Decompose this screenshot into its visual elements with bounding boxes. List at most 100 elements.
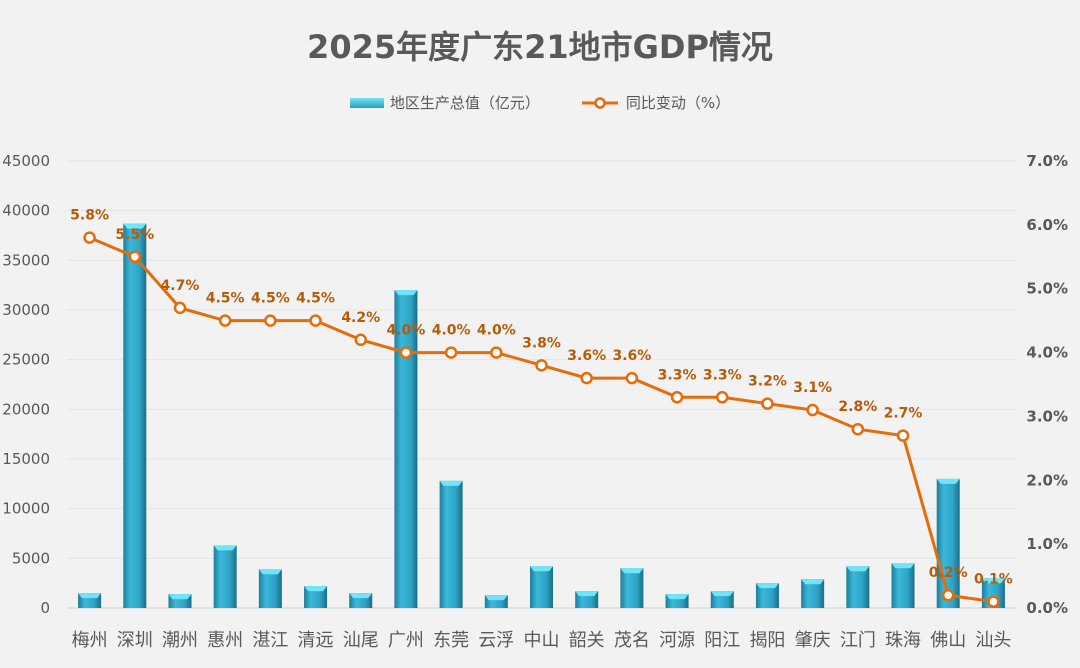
bar [620, 568, 644, 608]
bar-top [349, 593, 373, 599]
bar-top [439, 480, 463, 486]
x-tick-label: 深圳 [117, 630, 153, 651]
bar-top [665, 594, 689, 600]
y-left-tick-label: 40000 [2, 202, 50, 220]
growth-point [851, 422, 865, 436]
legend-label-gdp: 地区生产总值（亿元） [389, 94, 540, 112]
y-right-tick-label: 5.0% [1026, 280, 1068, 298]
growth-point [128, 250, 142, 264]
x-tick-label: 惠州 [207, 630, 243, 651]
bar-top [213, 545, 237, 551]
y-left-tick-label: 20000 [2, 400, 50, 418]
growth-point [761, 397, 774, 410]
data-label: 3.3% [703, 367, 742, 383]
bar-top [891, 563, 915, 569]
bar-top [394, 290, 418, 296]
growth-point [173, 301, 187, 315]
bar-top [620, 568, 644, 574]
x-tick-label: 珠海 [885, 630, 921, 651]
bar [801, 579, 825, 608]
y-left-tick-label: 25000 [2, 351, 50, 369]
growth-point [490, 346, 503, 359]
x-tick-label: 茂名 [614, 630, 650, 651]
y-right-tick-label: 2.0% [1026, 471, 1068, 489]
bar [213, 545, 237, 608]
growth-point [444, 346, 458, 359]
y-left-tick-label: 0 [40, 599, 50, 617]
y-right-tick-label: 6.0% [1026, 216, 1068, 234]
data-label: 4.0% [387, 323, 426, 339]
data-label: 4.5% [296, 291, 335, 307]
legend-item-growth: 同比变动（%） [580, 92, 730, 113]
growth-point [941, 588, 955, 602]
data-label: 0.2% [929, 565, 968, 581]
data-label: 4.2% [341, 310, 380, 326]
bar [123, 223, 147, 608]
growth-point [309, 314, 322, 327]
y-left-tick-label: 35000 [2, 251, 50, 269]
legend-line-swatch [581, 96, 618, 109]
y-right-tick-label: 3.0% [1026, 407, 1068, 425]
legend-bar-swatch [349, 97, 384, 108]
bar-top [484, 595, 508, 601]
legend-item-gdp: 地区生产总值（亿元） [349, 92, 540, 113]
bar-top [530, 566, 553, 572]
bar-top [981, 578, 1005, 584]
x-tick-label: 中山 [524, 630, 560, 651]
bar [258, 569, 282, 608]
data-label: 5.8% [70, 208, 109, 224]
growth-point [670, 391, 684, 404]
bar [304, 586, 328, 608]
x-tick-label: 湛江 [252, 630, 288, 651]
bar-top [258, 569, 282, 575]
y-right-tick-label: 0.0% [1026, 599, 1068, 617]
chart-title: 2025年度广东21地市GDP情况 [307, 28, 773, 66]
x-tick-label: 佛山 [930, 630, 966, 651]
data-label: 4.0% [477, 323, 516, 339]
growth-point [716, 391, 729, 404]
legend: 地区生产总值（亿元） 同比变动（%） [0, 92, 1080, 113]
growth-point [83, 231, 96, 244]
data-label: 4.7% [161, 278, 200, 294]
x-tick-label: 韶关 [569, 630, 605, 651]
x-tick-label: 潮州 [162, 630, 198, 651]
bar-top [755, 583, 779, 589]
y-right-tick-label: 4.0% [1026, 344, 1068, 362]
x-tick-label: 揭阳 [749, 630, 785, 651]
x-tick-label: 广州 [388, 630, 424, 651]
data-label: 3.3% [658, 367, 697, 383]
data-label: 2.8% [838, 399, 877, 415]
x-tick-label: 江门 [840, 630, 876, 651]
y-left-tick-label: 5000 [12, 549, 50, 567]
y-left-tick-label: 45000 [2, 152, 50, 170]
x-tick-label: 汕尾 [343, 630, 379, 651]
bar-top [123, 223, 147, 229]
x-tick-label: 梅州 [72, 630, 108, 651]
data-label: 5.5% [115, 227, 154, 243]
growth-point [399, 346, 413, 359]
y-left-tick-label: 10000 [2, 500, 50, 518]
data-label: 0.1% [974, 572, 1013, 588]
data-label: 2.7% [884, 406, 923, 422]
bar [891, 563, 915, 608]
legend-label-growth: 同比变动（%） [625, 94, 731, 112]
growth-point [987, 595, 1000, 608]
bar [755, 583, 779, 608]
bar-top [710, 591, 734, 597]
data-label: 3.8% [522, 335, 561, 351]
growth-point [264, 314, 277, 327]
y-right-tick-label: 7.0% [1026, 152, 1068, 170]
data-label: 4.5% [206, 291, 245, 307]
bar-top [304, 586, 328, 592]
bar [936, 478, 960, 608]
x-tick-label: 云浮 [478, 630, 514, 651]
data-label: 3.1% [793, 380, 832, 396]
bar [394, 290, 418, 608]
bar-top [936, 478, 960, 484]
bar [530, 566, 553, 608]
growth-point [218, 314, 232, 327]
x-tick-label: 东莞 [433, 630, 469, 651]
x-tick-label: 清远 [298, 630, 334, 651]
y-left-tick-label: 15000 [2, 450, 50, 468]
